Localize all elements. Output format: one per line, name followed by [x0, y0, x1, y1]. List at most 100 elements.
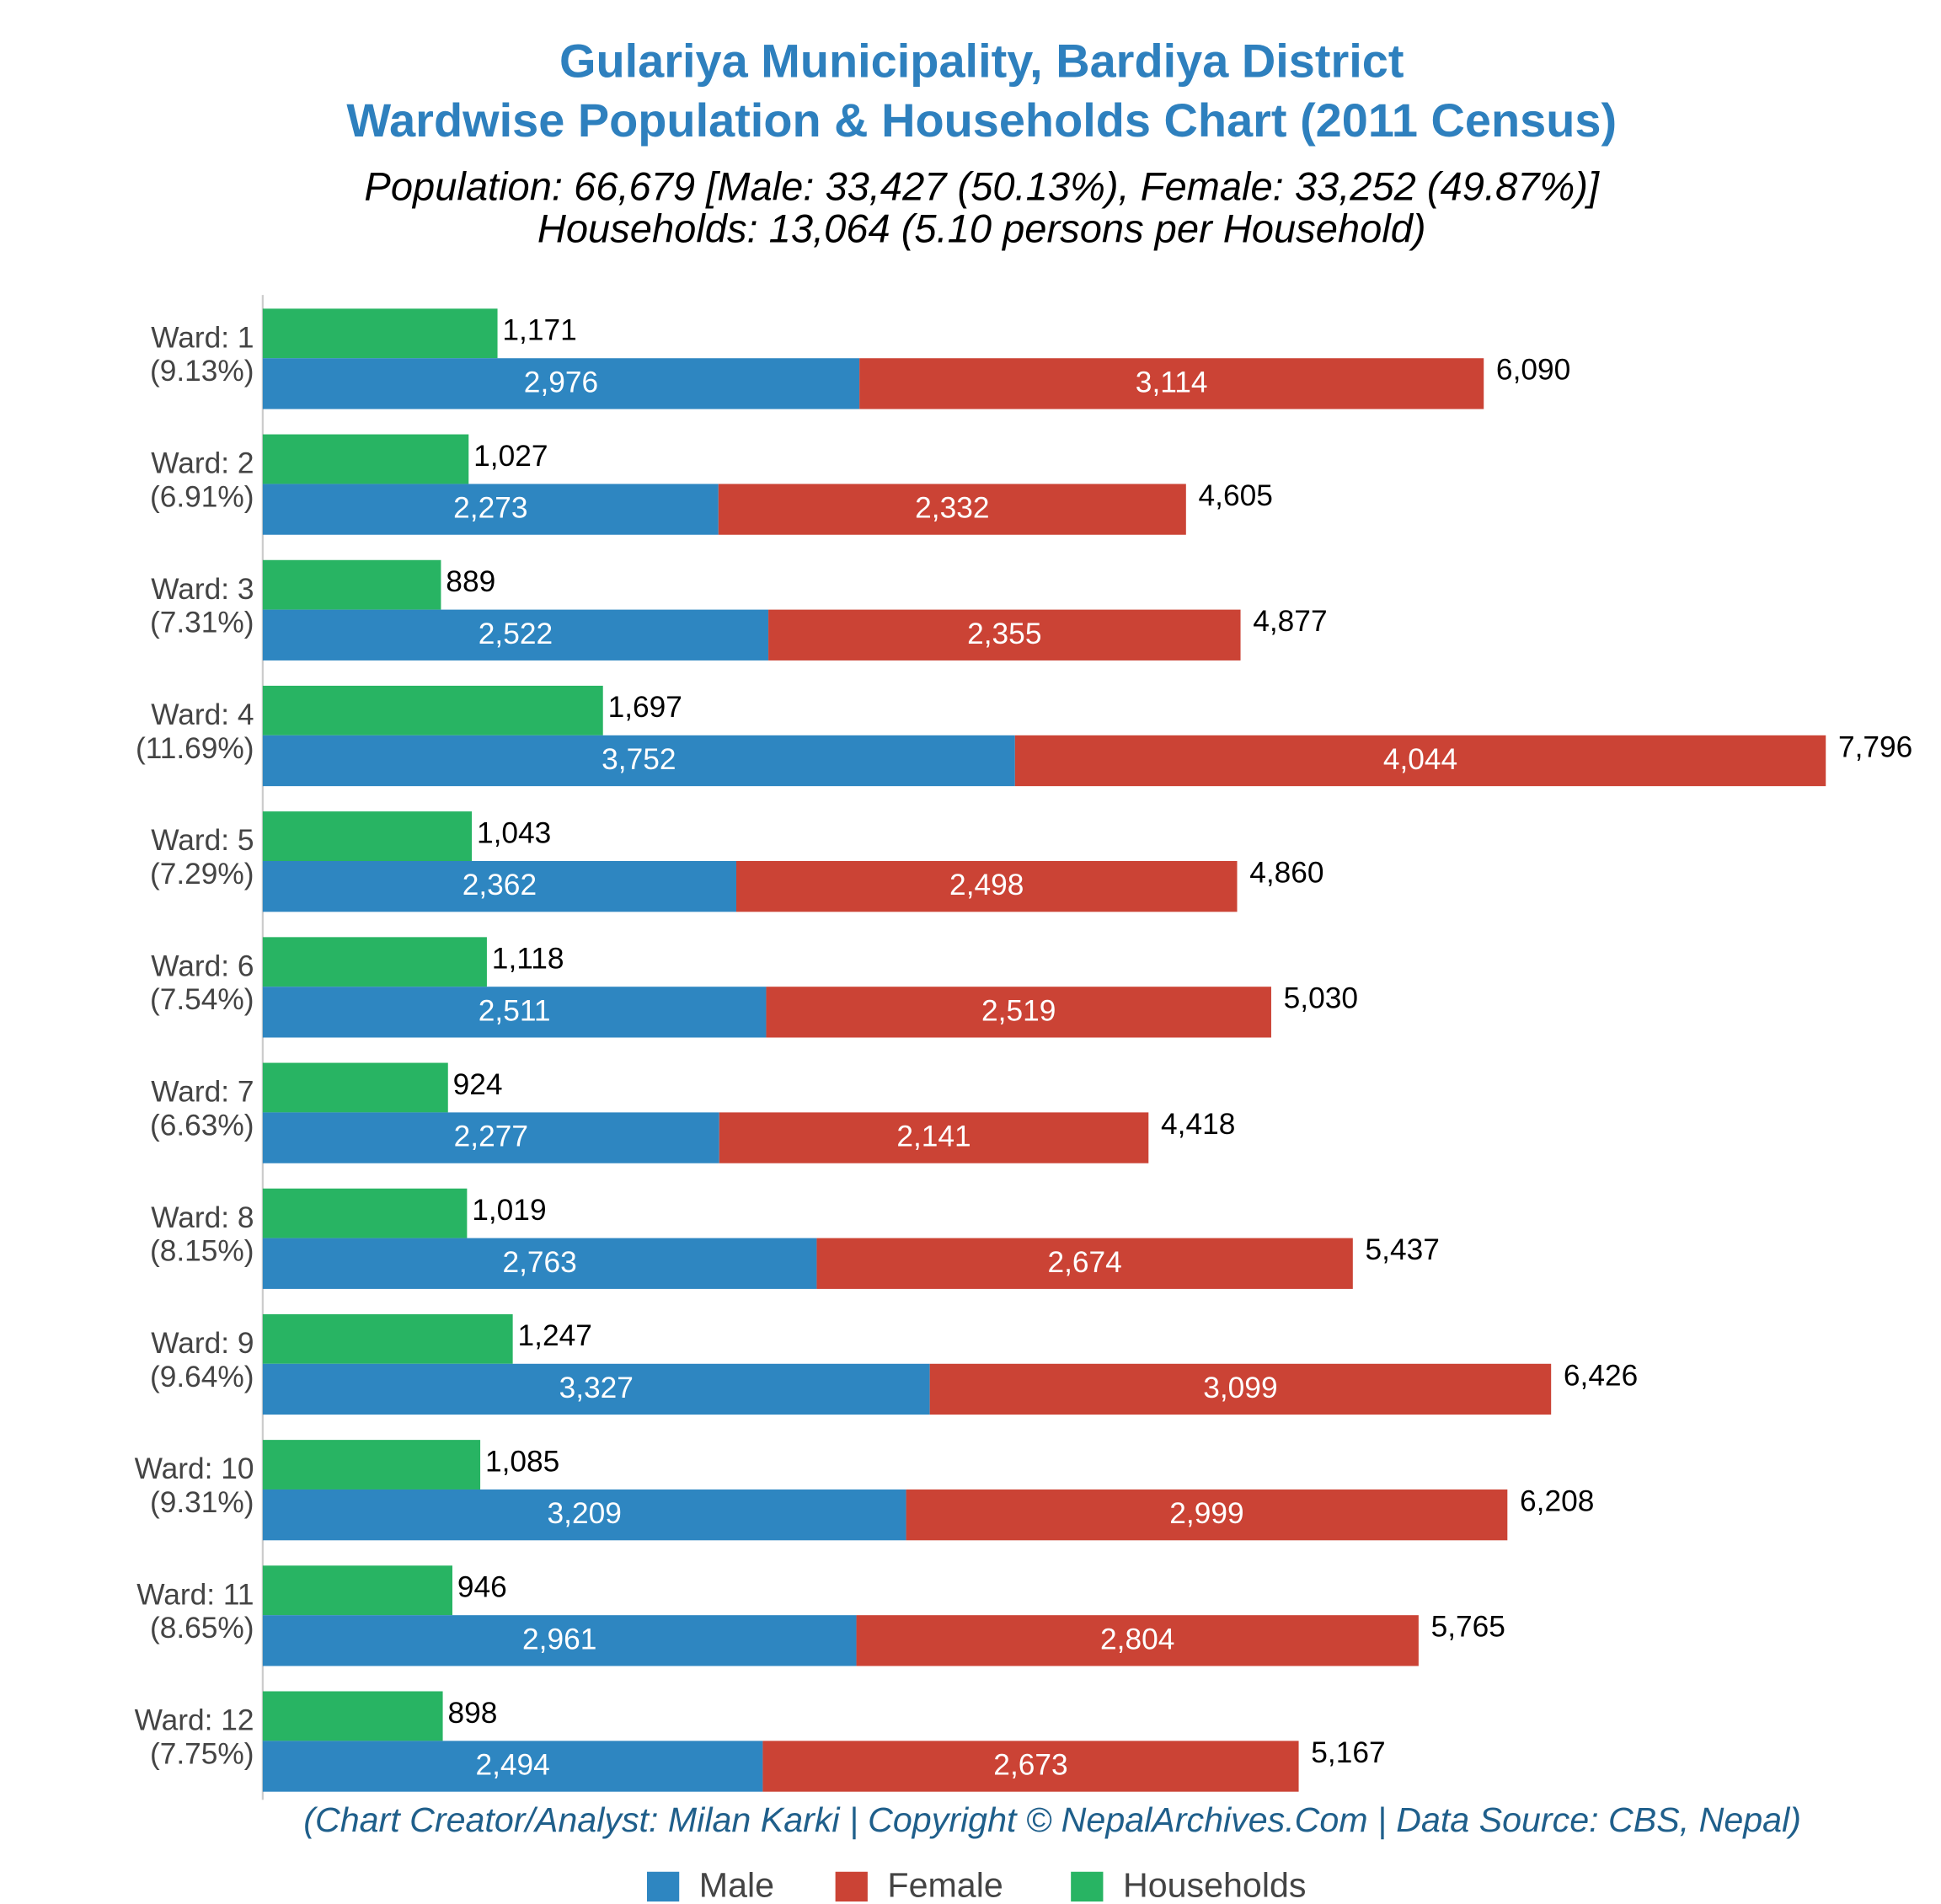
bar	[262, 1112, 719, 1163]
data-label: 3,327	[559, 1372, 634, 1404]
legend-label: Male	[699, 1866, 774, 1904]
footer: (Chart Creator/Analyst: Milan Karki | Co…	[303, 1800, 1801, 1839]
data-label: 2,277	[454, 1120, 528, 1153]
total-label: 5,765	[1431, 1611, 1505, 1644]
y-tick-label: (9.64%)	[150, 1361, 254, 1393]
bar	[262, 685, 603, 735]
bar	[262, 308, 498, 359]
y-tick-label: Ward: 8	[151, 1201, 254, 1234]
data-label: 2,511	[479, 994, 551, 1027]
data-label: 4,044	[1383, 743, 1457, 776]
y-tick-label: Ward: 5	[151, 824, 254, 857]
bar	[262, 1188, 468, 1238]
bar	[735, 861, 1238, 912]
data-label: 2,673	[993, 1749, 1067, 1782]
bar	[262, 484, 719, 535]
total-label: 6,090	[1496, 354, 1570, 387]
data-label: 898	[447, 1697, 497, 1730]
legend-label: Households	[1123, 1866, 1307, 1904]
data-label: 1,027	[473, 440, 548, 473]
data-label: 1,085	[485, 1445, 559, 1478]
y-tick-label: Ward: 1	[151, 321, 254, 354]
bar	[718, 484, 1186, 535]
y-tick-label: Ward: 11	[136, 1578, 254, 1611]
bar	[856, 1615, 1419, 1666]
data-label: 3,114	[1136, 366, 1208, 398]
y-tick-label: (8.65%)	[150, 1612, 254, 1645]
y-tick-label: (7.29%)	[150, 858, 254, 890]
legend-label: Female	[887, 1866, 1003, 1904]
bar	[262, 735, 1015, 787]
chart-subtitle: Households: 13,064 (5.10 persons per Hou…	[537, 206, 1426, 251]
y-tick-label: (7.31%)	[150, 607, 254, 639]
y-tick-label: Ward: 7	[151, 1076, 254, 1109]
bar	[262, 1489, 906, 1541]
y-tick-label: (8.15%)	[150, 1235, 254, 1268]
bar	[262, 937, 487, 987]
bar	[719, 1112, 1149, 1163]
data-label: 2,498	[949, 869, 1024, 901]
data-label: 1,118	[492, 943, 564, 976]
bar	[262, 1062, 448, 1113]
chart-subtitle: Population: 66,679 [Male: 33,427 (50.13%…	[364, 164, 1600, 209]
y-tick-label: (9.31%)	[150, 1486, 254, 1519]
bar	[262, 811, 473, 862]
data-label: 2,674	[1047, 1246, 1121, 1279]
data-label: 946	[457, 1571, 507, 1604]
y-tick-label: (7.54%)	[150, 983, 254, 1016]
bar	[262, 1440, 481, 1490]
y-tick-label: (6.91%)	[150, 480, 254, 513]
y-tick-label: Ward: 3	[151, 573, 254, 606]
total-label: 6,208	[1520, 1484, 1594, 1517]
total-label: 4,418	[1161, 1108, 1235, 1141]
bar	[816, 1238, 1353, 1289]
y-tick-label: Ward: 4	[151, 698, 254, 731]
total-label: 7,796	[1838, 730, 1912, 763]
total-label: 5,437	[1366, 1233, 1440, 1266]
bar	[262, 1238, 817, 1289]
bar	[768, 609, 1241, 661]
bar	[1014, 735, 1826, 787]
data-label: 1,697	[608, 691, 682, 724]
data-label: 2,362	[463, 869, 537, 901]
data-label: 3,752	[602, 743, 676, 776]
bar	[262, 1615, 857, 1666]
y-tick-label: Ward: 10	[135, 1452, 254, 1485]
y-tick-label: Ward: 6	[151, 949, 254, 982]
data-label: 3,209	[548, 1497, 622, 1530]
data-label: 2,522	[479, 618, 553, 650]
bar	[262, 1741, 763, 1792]
y-tick-label: (7.75%)	[150, 1737, 254, 1770]
data-label: 2,494	[475, 1749, 549, 1782]
y-tick-label: (9.13%)	[150, 355, 254, 388]
bar	[262, 861, 736, 912]
y-tick-label: (11.69%)	[136, 732, 254, 765]
data-label: 924	[453, 1068, 503, 1101]
data-label: 3,099	[1203, 1372, 1277, 1404]
bar	[766, 987, 1271, 1038]
bar	[262, 1691, 443, 1741]
y-tick-label: (6.63%)	[150, 1109, 254, 1142]
data-label: 2,804	[1100, 1623, 1174, 1655]
bar	[262, 1363, 930, 1415]
total-label: 4,877	[1253, 605, 1327, 638]
data-label: 2,332	[915, 492, 989, 525]
total-label: 5,030	[1284, 982, 1358, 1015]
y-tick-label: Ward: 9	[151, 1327, 254, 1360]
bar	[262, 1313, 513, 1364]
bar	[859, 358, 1484, 409]
bar	[262, 987, 767, 1038]
legend-swatch	[835, 1871, 868, 1902]
bar	[262, 434, 469, 484]
data-label: 2,976	[524, 366, 598, 398]
legend-swatch	[1071, 1871, 1104, 1902]
data-label: 889	[446, 565, 495, 598]
bar	[262, 559, 441, 610]
data-label: 1,043	[477, 816, 551, 849]
bar	[262, 1565, 452, 1616]
y-tick-label: Ward: 12	[135, 1704, 254, 1737]
chart-title: Wardwise Population & Households Chart (…	[346, 94, 1617, 147]
data-label: 2,355	[967, 618, 1041, 650]
data-label: 1,171	[502, 314, 576, 347]
